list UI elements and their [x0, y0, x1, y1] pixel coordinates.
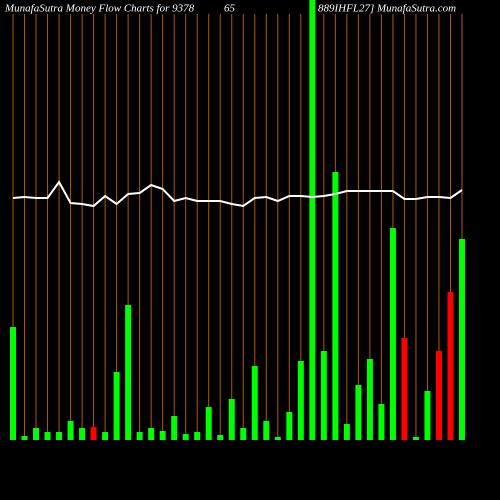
bar — [459, 239, 465, 440]
bar — [412, 437, 419, 440]
bar — [309, 0, 316, 440]
bar — [424, 391, 431, 440]
bar — [102, 432, 109, 440]
bar — [182, 434, 189, 440]
bar — [217, 435, 224, 440]
bar — [297, 361, 304, 440]
bar — [205, 407, 212, 440]
chart-title: 889IHFL27] MunafaSutra.com — [318, 3, 456, 15]
bar — [366, 359, 373, 440]
bar — [148, 428, 155, 440]
bar — [251, 366, 258, 440]
bar — [389, 228, 396, 440]
bar — [90, 427, 97, 440]
bar — [79, 428, 86, 440]
bar — [355, 385, 362, 440]
bar — [343, 424, 350, 440]
bar — [447, 292, 454, 440]
bar — [401, 338, 408, 440]
bar — [228, 399, 235, 440]
chart-title: MunafaSutra Money Flow Charts for 9378 — [4, 3, 195, 15]
bar — [125, 305, 132, 440]
bar — [113, 372, 120, 440]
bar — [56, 432, 63, 440]
bar — [171, 416, 178, 440]
bar — [21, 436, 28, 440]
bar — [274, 437, 281, 440]
bar — [240, 428, 247, 440]
money-flow-line — [12, 180, 463, 208]
bar — [67, 421, 74, 440]
bar — [378, 404, 385, 440]
bar — [263, 421, 270, 440]
bar — [194, 432, 201, 440]
bar — [44, 432, 51, 440]
bar — [332, 172, 339, 440]
bar — [136, 432, 143, 440]
bar — [435, 351, 442, 440]
bar — [286, 412, 293, 440]
chart-title: 65 — [224, 3, 236, 15]
bar — [10, 327, 16, 440]
bar — [33, 428, 40, 440]
bar — [320, 351, 327, 440]
bar — [159, 431, 166, 440]
